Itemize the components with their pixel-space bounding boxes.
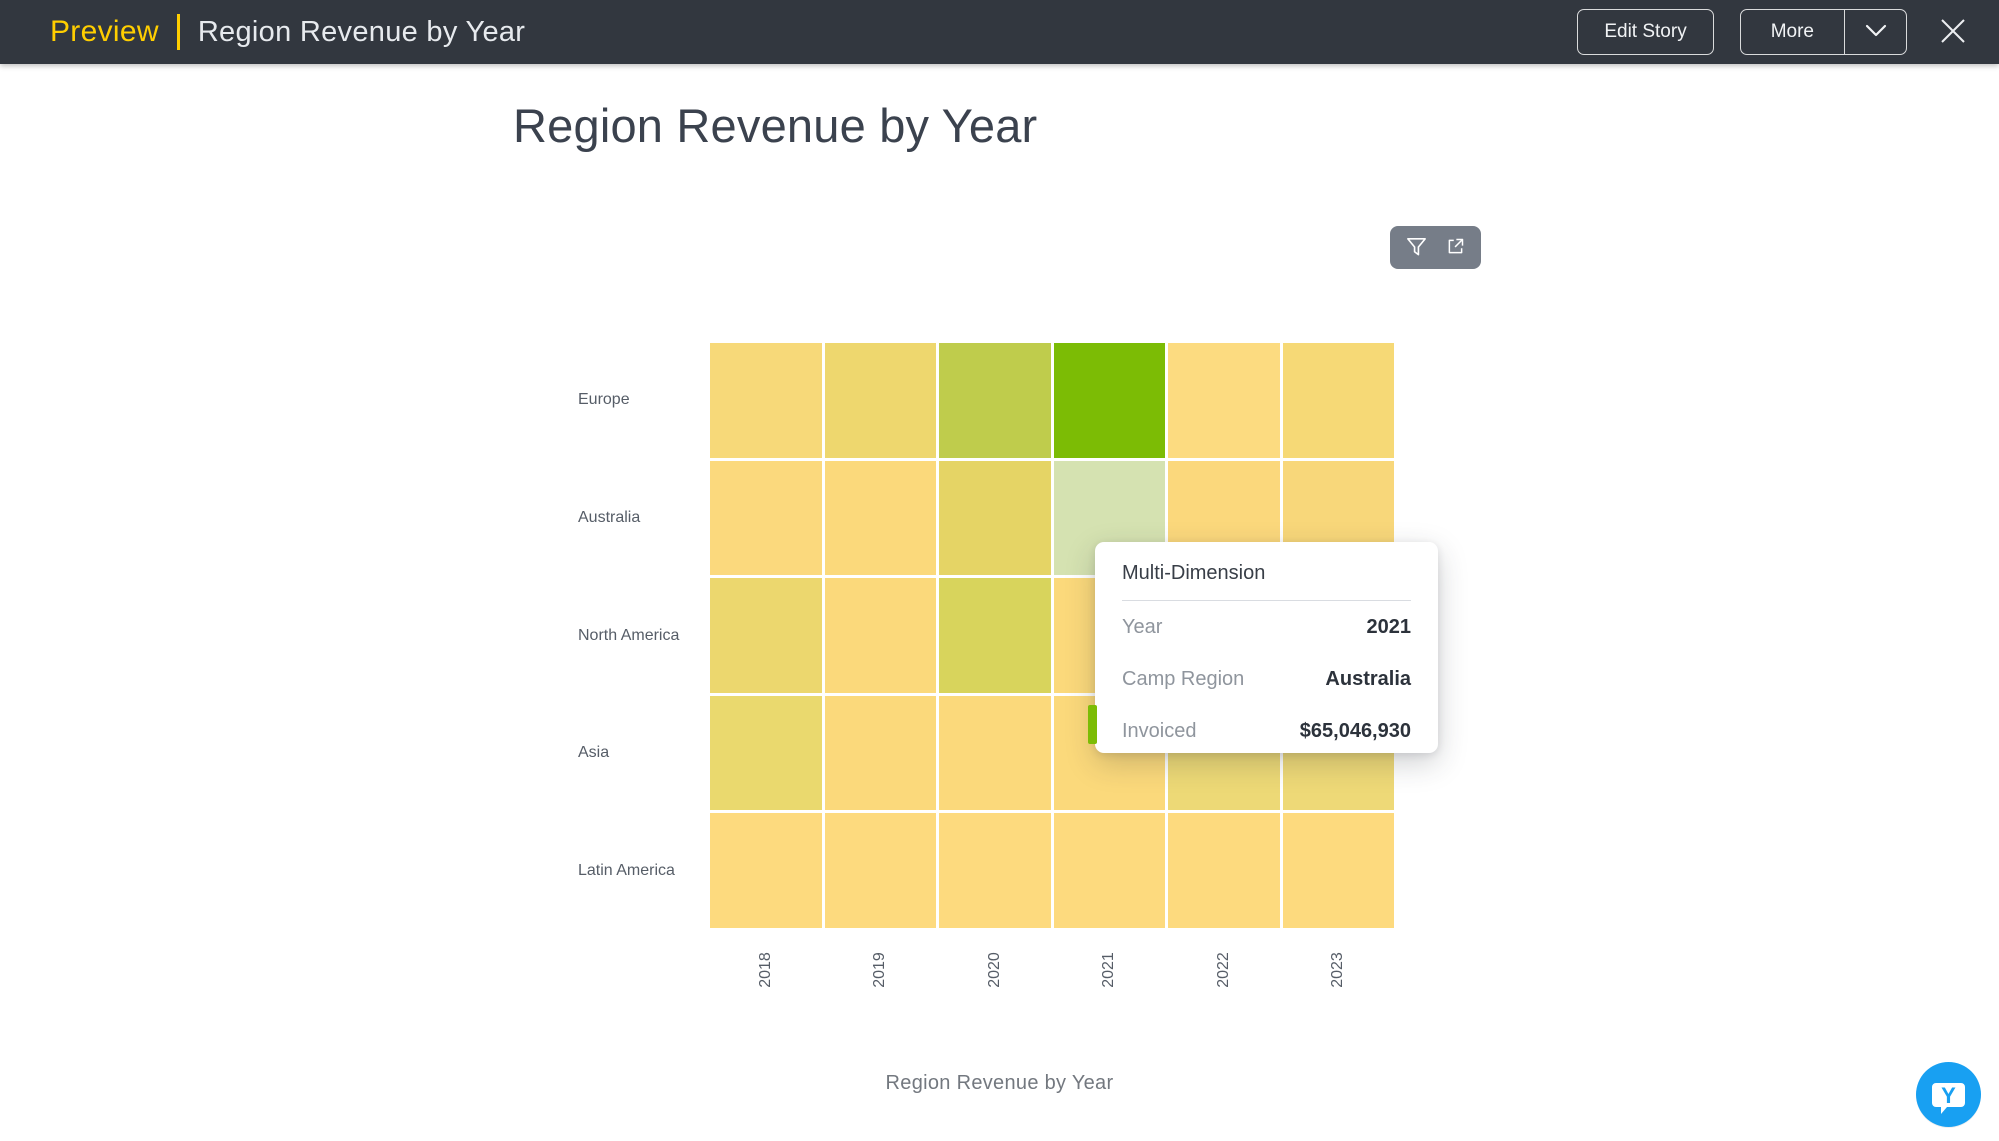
tooltip-label: Camp Region: [1122, 667, 1245, 690]
heatmap-cell-europe-2020[interactable]: [939, 343, 1051, 458]
heatmap-cell-australia-2020[interactable]: [939, 460, 1051, 576]
tooltip-value: 2021: [1366, 615, 1412, 638]
heatmap-cell-north-america-2020[interactable]: [939, 578, 1051, 693]
close-icon: [1938, 16, 1968, 49]
svg-text:Y: Y: [1941, 1083, 1956, 1108]
heatmap-cell-latin-america-2021[interactable]: [1053, 813, 1165, 928]
heatmap-cell-australia-2019[interactable]: [824, 460, 936, 576]
tooltip-row-invoiced: Invoiced $65,046,930: [1122, 705, 1411, 757]
heatmap-cell-latin-america-2019[interactable]: [824, 813, 936, 928]
chevron-down-icon: [1865, 24, 1887, 40]
heatmap-row-label: Europe: [578, 391, 630, 409]
header-actions: Edit Story More: [1577, 9, 1973, 55]
heatmap-column-label: 2021: [1100, 952, 1118, 988]
heatmap-cell-latin-america-2023[interactable]: [1282, 813, 1394, 928]
heatmap-row-labels: Europe Australia North America Asia Latin Am…: [578, 343, 708, 928]
heatmap-row-label: Latin America: [578, 861, 675, 879]
heatmap-cell-latin-america-2022[interactable]: [1168, 813, 1280, 928]
heatmap-column-labels: 2018 2019 2020 2021 2022 2023: [710, 940, 1394, 1000]
heatmap-cell-asia-2020[interactable]: [939, 695, 1051, 811]
heatmap-row-label: Australia: [578, 508, 641, 526]
heatmap-cell-north-america-2018[interactable]: [710, 578, 822, 693]
heatmap-cell-australia-2018[interactable]: [710, 460, 822, 576]
open-external-button[interactable]: [1445, 236, 1466, 260]
heatmap-cell-latin-america-2018[interactable]: [710, 813, 822, 928]
open-external-icon: [1445, 236, 1466, 260]
preview-label: Preview: [50, 15, 159, 48]
edit-story-button[interactable]: Edit Story: [1577, 9, 1714, 55]
heatmap-column-label: 2020: [985, 952, 1003, 988]
filter-icon: [1405, 235, 1428, 261]
tooltip-label: Year: [1122, 615, 1163, 638]
header-title: Region Revenue by Year: [197, 15, 526, 48]
heatmap-cell-north-america-2019[interactable]: [824, 578, 936, 693]
yellowfin-chat-icon: Y: [1916, 1061, 1981, 1130]
heatmap-cell-europe-2023[interactable]: [1282, 343, 1394, 458]
tooltip-title: Multi-Dimension: [1122, 562, 1266, 584]
filter-button[interactable]: [1405, 235, 1428, 261]
heatmap-cell-europe-2021[interactable]: [1053, 343, 1165, 458]
more-dropdown-button[interactable]: [1844, 10, 1906, 54]
heatmap-cell-europe-2018[interactable]: [710, 343, 822, 458]
heatmap-column-label: 2023: [1329, 952, 1347, 988]
heatmap-cell-europe-2022[interactable]: [1168, 343, 1280, 458]
tooltip-value: $65,046,930: [1299, 719, 1411, 742]
more-split-button: More: [1739, 9, 1907, 55]
heatmap-column-label: 2018: [756, 952, 774, 988]
tooltip-card: Multi-Dimension Year 2021 Camp Region Au…: [1088, 542, 1438, 753]
close-button[interactable]: [1933, 12, 1973, 52]
chart-toolbar: [1390, 226, 1481, 269]
heatmap-row-label: Asia: [578, 744, 610, 762]
tooltip-label: Invoiced: [1122, 719, 1197, 742]
tooltip-row-region: Camp Region Australia: [1122, 653, 1411, 705]
header-bar: Preview Region Revenue by Year Edit Stor…: [0, 0, 1999, 64]
tooltip-value: Australia: [1325, 667, 1411, 690]
heatmap-cell-asia-2018[interactable]: [710, 695, 822, 811]
heatmap-cell-europe-2019[interactable]: [824, 343, 936, 458]
more-button[interactable]: More: [1741, 10, 1844, 54]
header-divider: [176, 14, 180, 50]
tooltip-series-accent: [1088, 705, 1097, 744]
chat-fab-button[interactable]: Y: [1916, 1061, 1981, 1130]
chart-caption: Region Revenue by Year: [885, 1072, 1114, 1094]
heatmap-row-label: North America: [578, 626, 680, 644]
heatmap-column-label: 2019: [871, 952, 889, 988]
page-title: Region Revenue by Year: [513, 99, 1038, 152]
heatmap-column-label: 2022: [1214, 952, 1232, 988]
tooltip-divider: [1122, 600, 1411, 601]
tooltip-row-year: Year 2021: [1122, 601, 1411, 653]
heatmap-cell-latin-america-2020[interactable]: [939, 813, 1051, 928]
heatmap-cell-asia-2019[interactable]: [824, 695, 936, 811]
